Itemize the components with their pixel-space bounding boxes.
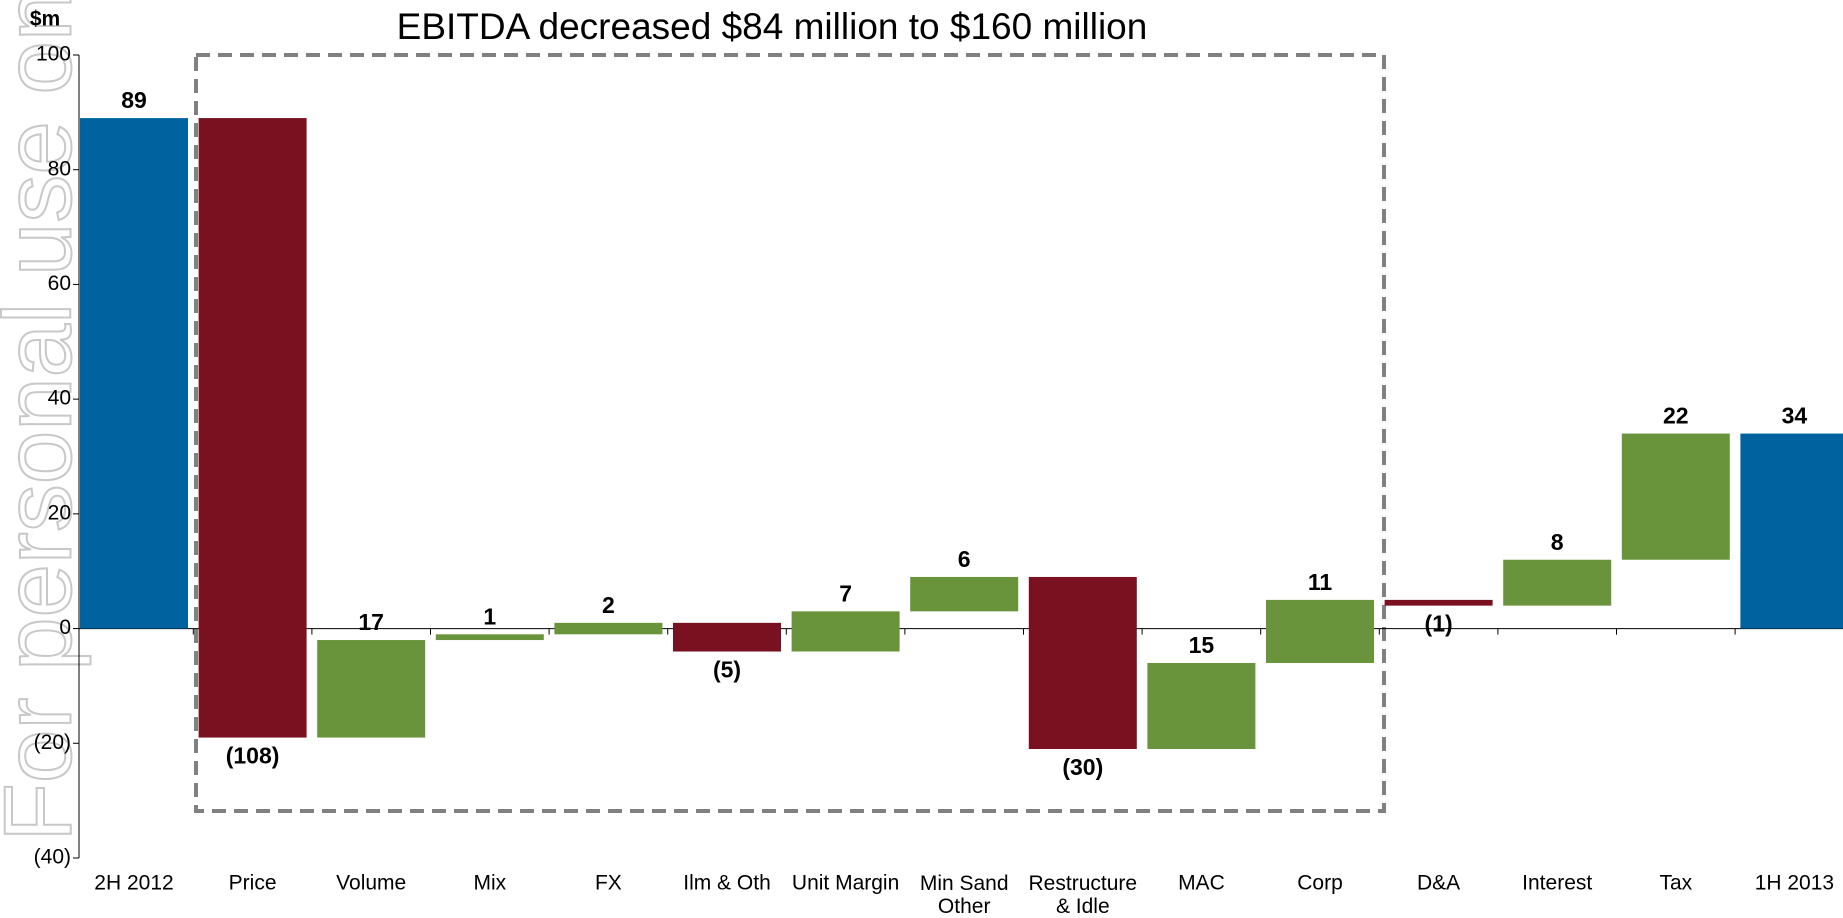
x-tick-label: Corp — [1297, 872, 1343, 895]
data-label: 11 — [1308, 569, 1333, 595]
bar — [554, 622, 663, 635]
data-label: 22 — [1663, 403, 1689, 429]
x-tick-label: Ilm & Oth — [683, 872, 771, 895]
y-tick-label: 80 — [48, 157, 71, 180]
data-label: (1) — [1425, 611, 1453, 637]
data-label: 1 — [483, 603, 496, 629]
x-tick-label: Unit Margin — [792, 872, 899, 895]
bar — [80, 118, 188, 629]
y-tick-label: (40) — [34, 846, 71, 869]
bar — [198, 118, 307, 738]
data-label: 15 — [1189, 632, 1215, 658]
data-label: 8 — [1551, 529, 1564, 555]
x-tick-label: Mix — [473, 872, 506, 895]
bar — [1740, 433, 1843, 629]
data-label: 17 — [358, 609, 384, 635]
data-label: 6 — [958, 546, 971, 572]
x-tick-label: MAC — [1178, 872, 1225, 895]
bar — [791, 611, 900, 652]
data-label: 34 — [1782, 403, 1808, 429]
data-label: (108) — [226, 743, 280, 769]
y-tick-label: 60 — [48, 272, 71, 295]
y-axis-label: $m — [30, 8, 60, 31]
x-tick-label: Interest — [1522, 872, 1592, 895]
data-label: 89 — [121, 87, 147, 113]
x-tick-label: Restructure & Idle — [1029, 872, 1138, 918]
bar — [1503, 559, 1612, 606]
bar — [1266, 599, 1374, 663]
x-tick-label: Min Sand Other — [920, 872, 1009, 918]
y-tick-label: 100 — [36, 43, 71, 66]
x-tick-label: 1H 2013 — [1755, 872, 1834, 895]
data-label: 7 — [839, 580, 852, 606]
y-tick-label: 40 — [48, 387, 71, 410]
x-tick-label: 2H 2012 — [94, 872, 173, 895]
x-tick-label: D&A — [1417, 872, 1460, 895]
x-tick-label: Price — [229, 872, 277, 895]
chart-title: EBITDA decreased $84 million to $160 mil… — [397, 6, 1148, 47]
x-tick-label: Volume — [336, 872, 406, 895]
highlight-box — [194, 53, 1386, 813]
data-label: (5) — [713, 657, 741, 683]
x-tick-label: FX — [595, 872, 622, 895]
bar — [673, 622, 781, 652]
bar — [435, 634, 544, 641]
y-tick-label: 0 — [59, 616, 71, 639]
x-tick-label: Tax — [1659, 872, 1692, 895]
bar — [317, 640, 426, 738]
bar — [910, 576, 1019, 612]
bar — [1384, 599, 1493, 606]
y-tick-label: 20 — [48, 501, 71, 524]
bar — [1028, 576, 1137, 750]
y-tick-label: (20) — [34, 731, 71, 754]
data-label: 2 — [602, 592, 615, 618]
bar — [1147, 662, 1256, 750]
bar — [1621, 433, 1730, 560]
watermark: For personal use only — [0, 0, 91, 842]
data-label: (30) — [1062, 754, 1103, 780]
